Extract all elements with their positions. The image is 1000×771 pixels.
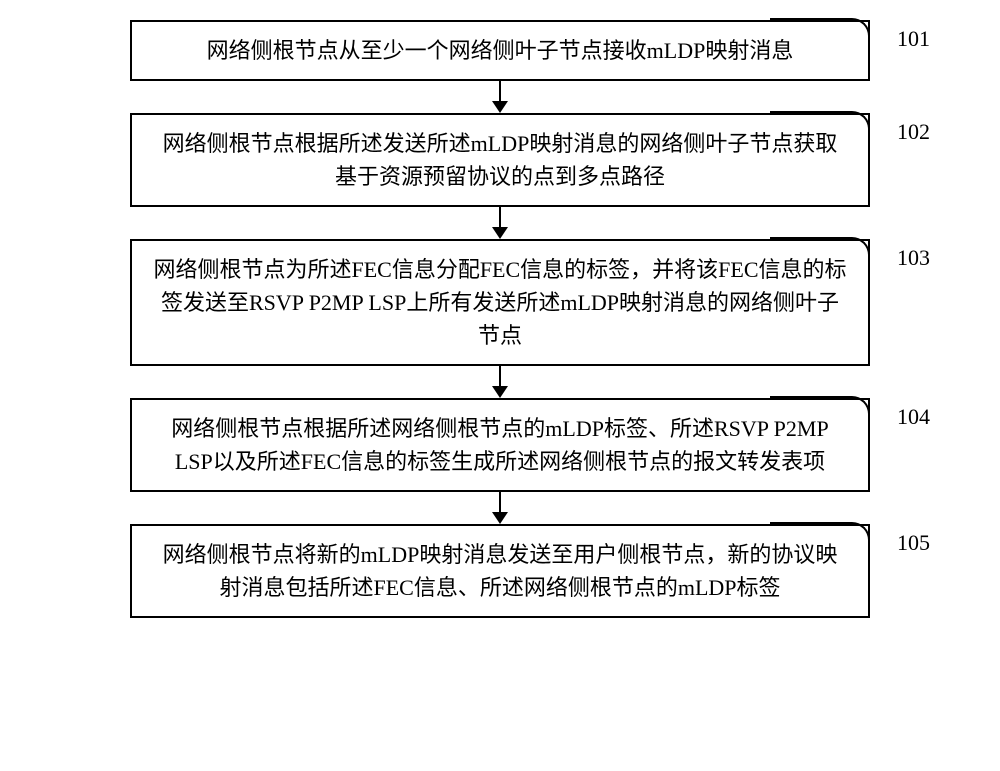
arrow-2 [492,207,508,239]
arrow-line-icon [499,81,501,101]
arrow-head-icon [492,101,508,113]
arrow-1 [492,81,508,113]
arrow-3 [492,366,508,398]
label-connector-104 [770,396,870,422]
step-102-row: 网络侧根节点根据所述发送所述mLDP映射消息的网络侧叶子节点获取基于资源预留协议… [20,113,980,207]
step-105-box: 网络侧根节点将新的mLDP映射消息发送至用户侧根节点，新的协议映射消息包括所述F… [130,524,870,618]
arrow-4 [492,492,508,524]
step-103-text: 网络侧根节点为所述FEC信息分配FEC信息的标签，并将该FEC信息的标签发送至R… [153,257,846,348]
step-104-label: 104 [897,404,930,430]
step-102-label: 102 [897,119,930,145]
label-connector-102 [770,111,870,137]
step-103-box: 网络侧根节点为所述FEC信息分配FEC信息的标签，并将该FEC信息的标签发送至R… [130,239,870,366]
arrow-line-icon [499,492,501,512]
step-101-text: 网络侧根节点从至少一个网络侧叶子节点接收mLDP映射消息 [207,38,794,63]
arrow-head-icon [492,512,508,524]
step-105-row: 网络侧根节点将新的mLDP映射消息发送至用户侧根节点，新的协议映射消息包括所述F… [20,524,980,618]
step-101-box: 网络侧根节点从至少一个网络侧叶子节点接收mLDP映射消息 [130,20,870,81]
step-101-label: 101 [897,26,930,52]
label-connector-103 [770,237,870,263]
step-103-row: 网络侧根节点为所述FEC信息分配FEC信息的标签，并将该FEC信息的标签发送至R… [20,239,980,366]
flowchart-container: 网络侧根节点从至少一个网络侧叶子节点接收mLDP映射消息 101 网络侧根节点根… [20,20,980,618]
label-connector-105 [770,522,870,548]
step-102-box: 网络侧根节点根据所述发送所述mLDP映射消息的网络侧叶子节点获取基于资源预留协议… [130,113,870,207]
arrow-head-icon [492,227,508,239]
step-101-row: 网络侧根节点从至少一个网络侧叶子节点接收mLDP映射消息 101 [20,20,980,81]
step-105-text: 网络侧根节点将新的mLDP映射消息发送至用户侧根节点，新的协议映射消息包括所述F… [163,542,838,600]
label-connector-101 [770,18,870,44]
arrow-head-icon [492,386,508,398]
step-105-label: 105 [897,530,930,556]
step-104-row: 网络侧根节点根据所述网络侧根节点的mLDP标签、所述RSVP P2MP LSP以… [20,398,980,492]
arrow-line-icon [499,366,501,386]
step-104-text: 网络侧根节点根据所述网络侧根节点的mLDP标签、所述RSVP P2MP LSP以… [171,416,828,474]
arrow-line-icon [499,207,501,227]
step-103-label: 103 [897,245,930,271]
step-102-text: 网络侧根节点根据所述发送所述mLDP映射消息的网络侧叶子节点获取基于资源预留协议… [163,131,838,189]
step-104-box: 网络侧根节点根据所述网络侧根节点的mLDP标签、所述RSVP P2MP LSP以… [130,398,870,492]
